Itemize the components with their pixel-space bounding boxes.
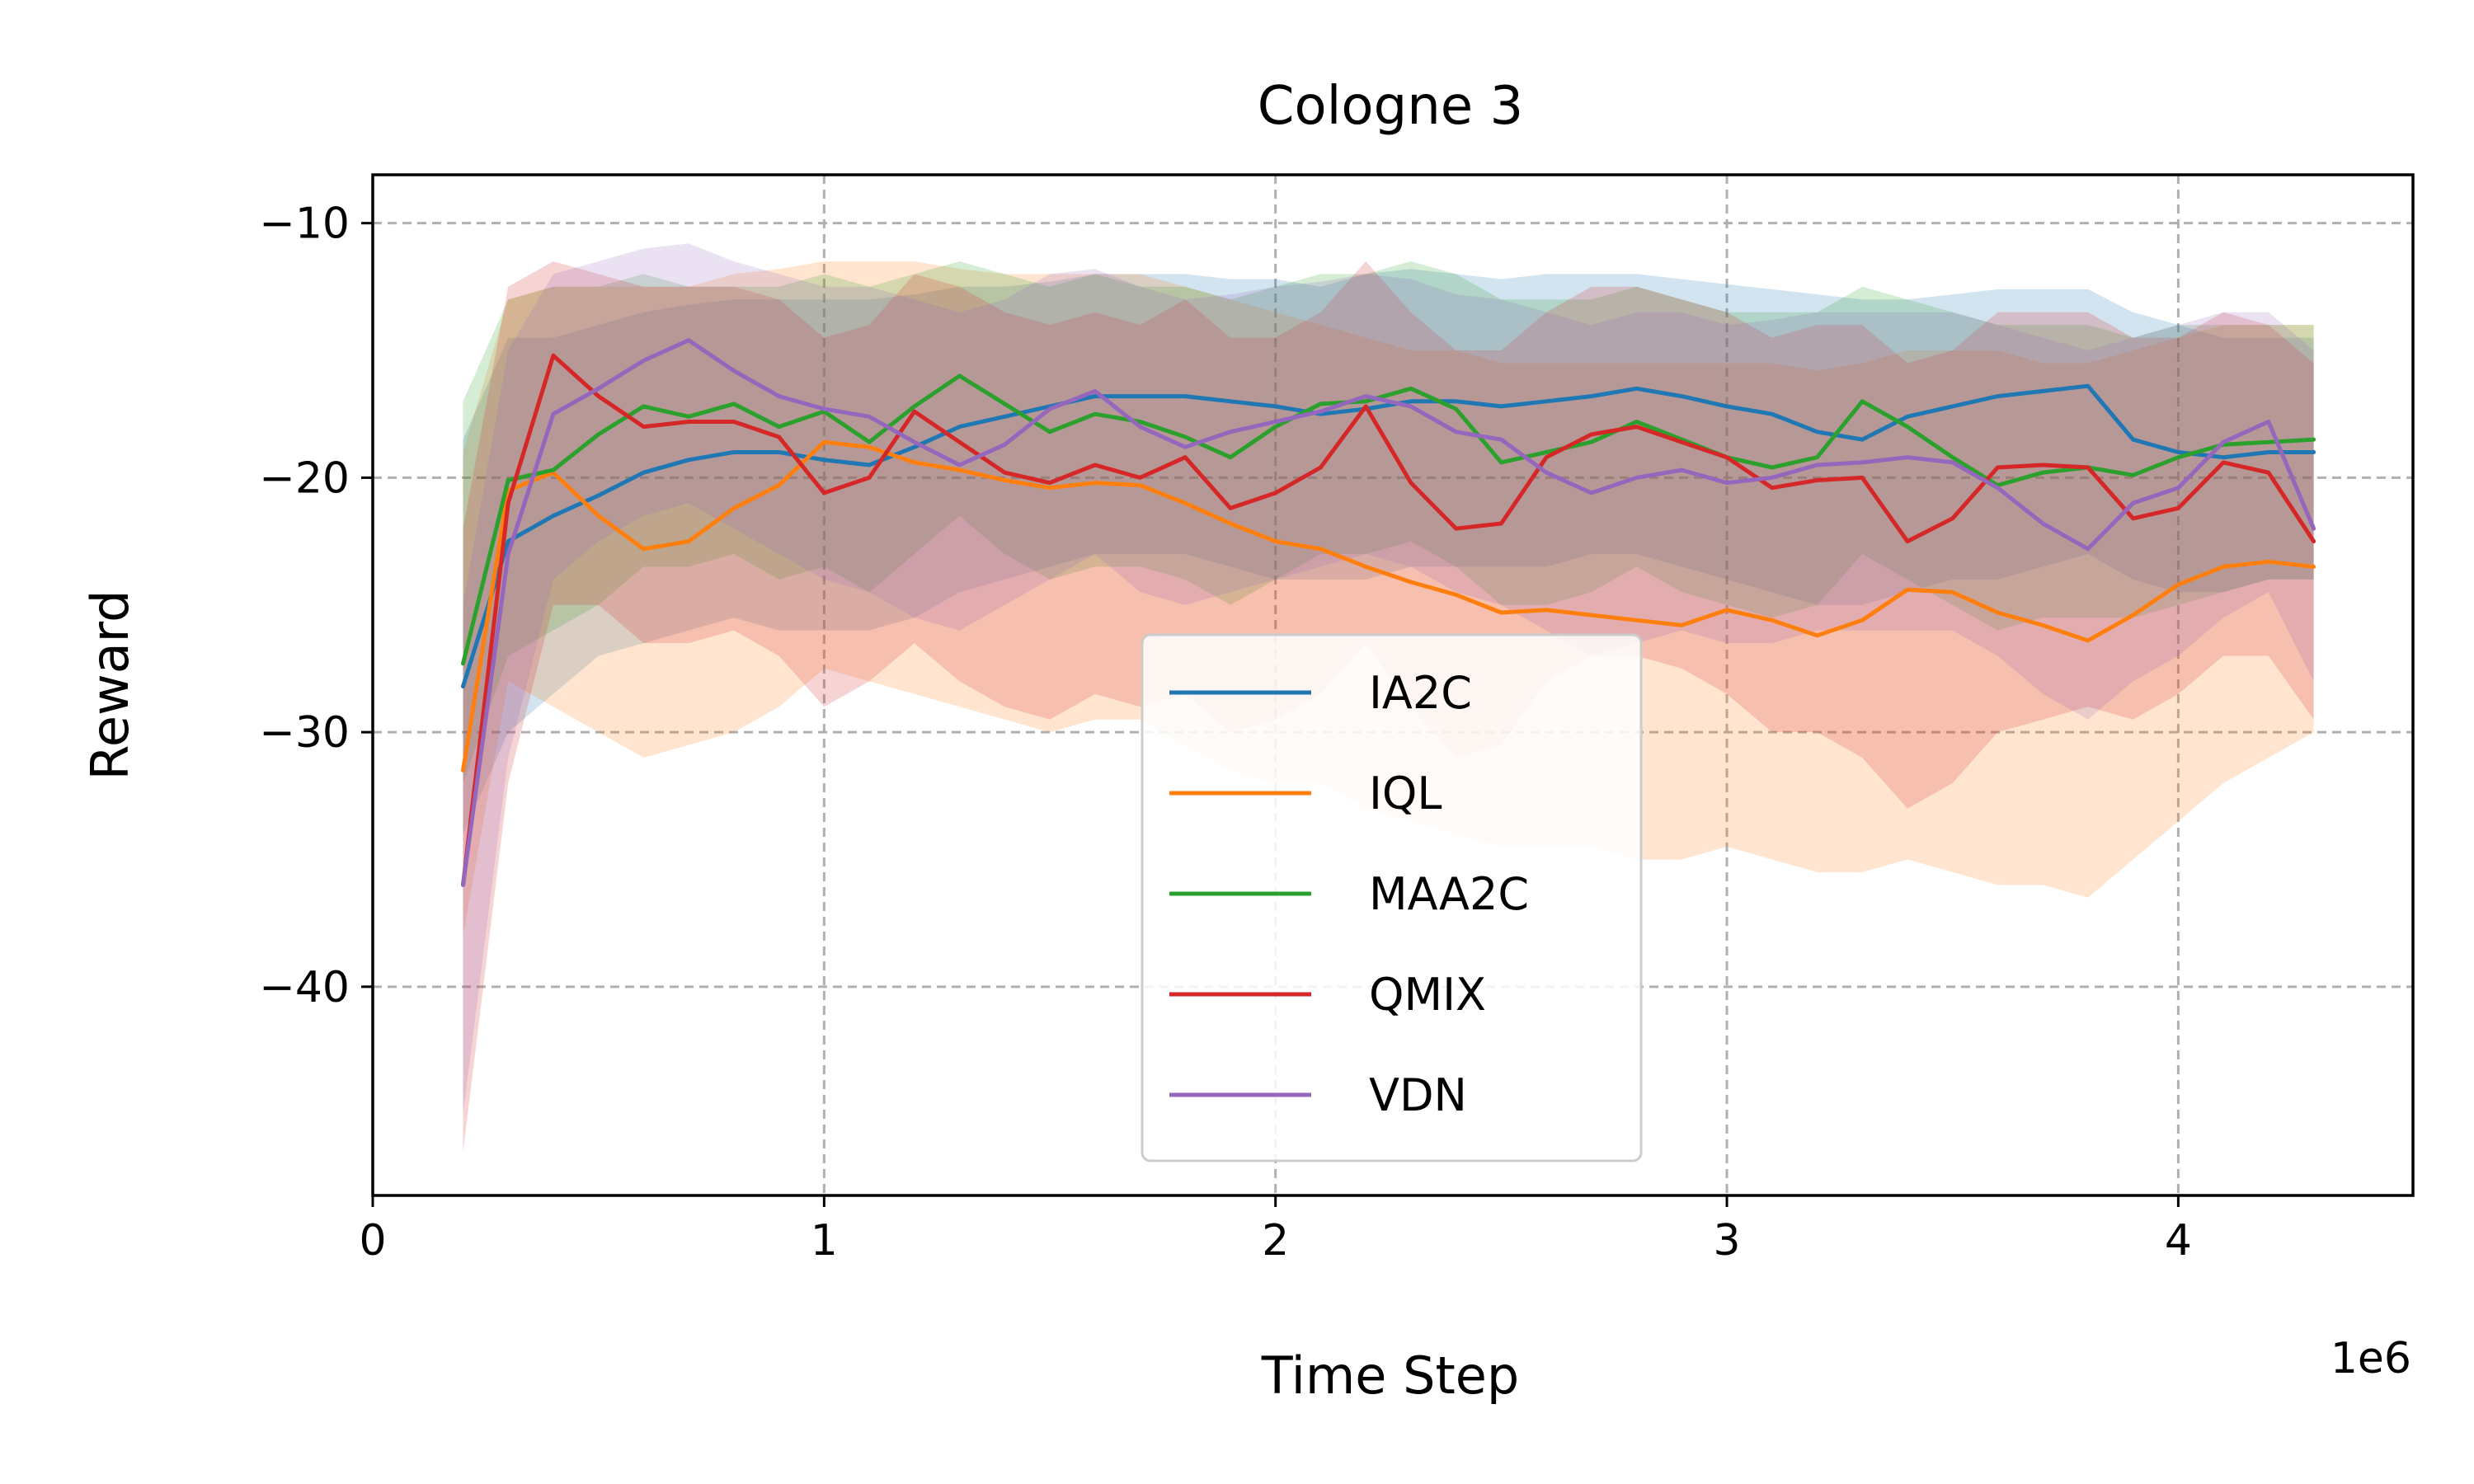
legend-box — [1141, 633, 1643, 1162]
legend-label-iql: IQL — [1369, 768, 1442, 819]
band-maa2c — [463, 261, 2314, 783]
series-lines — [461, 338, 2316, 887]
x-offset-label: 1e6 — [2331, 1334, 2411, 1383]
band-qmix — [463, 261, 2314, 1153]
y-axis-label: Reward — [80, 590, 140, 781]
legend-label-qmix: QMIX — [1369, 969, 1486, 1021]
y-axis-ticks: −10 −20 −30 −40 — [259, 200, 373, 1012]
chart-title: Cologne 3 — [1258, 76, 1523, 137]
y-tick-label: −20 — [259, 453, 350, 503]
y-tick-label: −30 — [259, 708, 350, 758]
x-tick-label: 3 — [1713, 1216, 1740, 1266]
x-tick-label: 2 — [1262, 1216, 1289, 1266]
y-tick-label: −10 — [259, 200, 350, 249]
band-iql — [463, 261, 2314, 937]
legend-label-ia2c: IA2C — [1369, 667, 1472, 719]
series-line-iql — [461, 439, 2316, 773]
series-line-qmix — [461, 353, 2316, 887]
series-line-maa2c — [461, 373, 2316, 666]
x-axis-label: Time Step — [1261, 1345, 1520, 1406]
series-line-vdn — [461, 338, 2316, 887]
plot-frame — [371, 173, 2415, 1197]
x-axis-ticks: 0 1 2 3 4 — [359, 1195, 2192, 1266]
legend: IA2C IQL MAA2C QMIX VDN — [1141, 633, 1643, 1162]
x-tick-label: 4 — [2165, 1216, 2192, 1266]
y-tick-label: −40 — [259, 963, 350, 1012]
series-line-ia2c — [461, 383, 2316, 688]
x-tick-label: 0 — [359, 1216, 386, 1266]
legend-label-maa2c: MAA2C — [1369, 868, 1529, 920]
x-tick-label: 1 — [811, 1216, 838, 1266]
legend-label-vdn: VDN — [1369, 1069, 1467, 1121]
band-ia2c — [463, 269, 2314, 834]
